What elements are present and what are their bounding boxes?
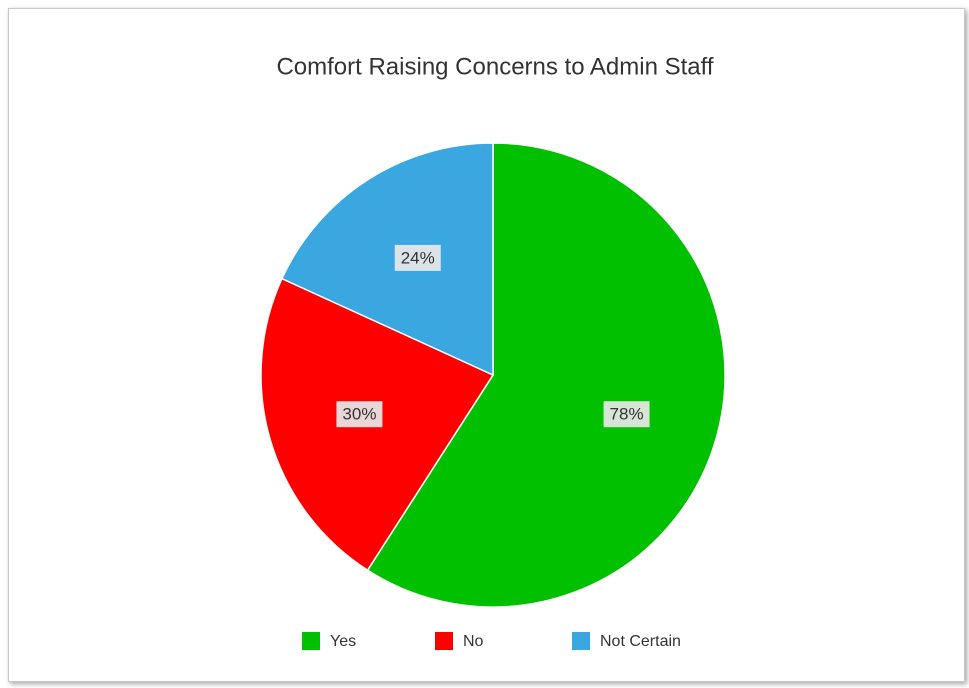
pie-slice bbox=[366, 142, 726, 608]
data-label: 30% bbox=[342, 405, 376, 424]
data-label: 24% bbox=[401, 248, 435, 267]
legend-swatch bbox=[572, 632, 590, 650]
legend-label: Not Certain bbox=[600, 633, 681, 650]
legend-swatch bbox=[435, 632, 453, 650]
legend-label: Yes bbox=[330, 633, 356, 650]
data-label: 78% bbox=[610, 405, 644, 424]
label-bg bbox=[336, 401, 383, 428]
legend-swatch bbox=[302, 632, 320, 650]
label-bg bbox=[394, 244, 441, 271]
label-bg bbox=[603, 401, 650, 428]
pie-slice bbox=[280, 142, 494, 377]
chart-title: Comfort Raising Concerns to Admin Staff bbox=[276, 53, 713, 80]
legend-label: No bbox=[463, 633, 484, 650]
